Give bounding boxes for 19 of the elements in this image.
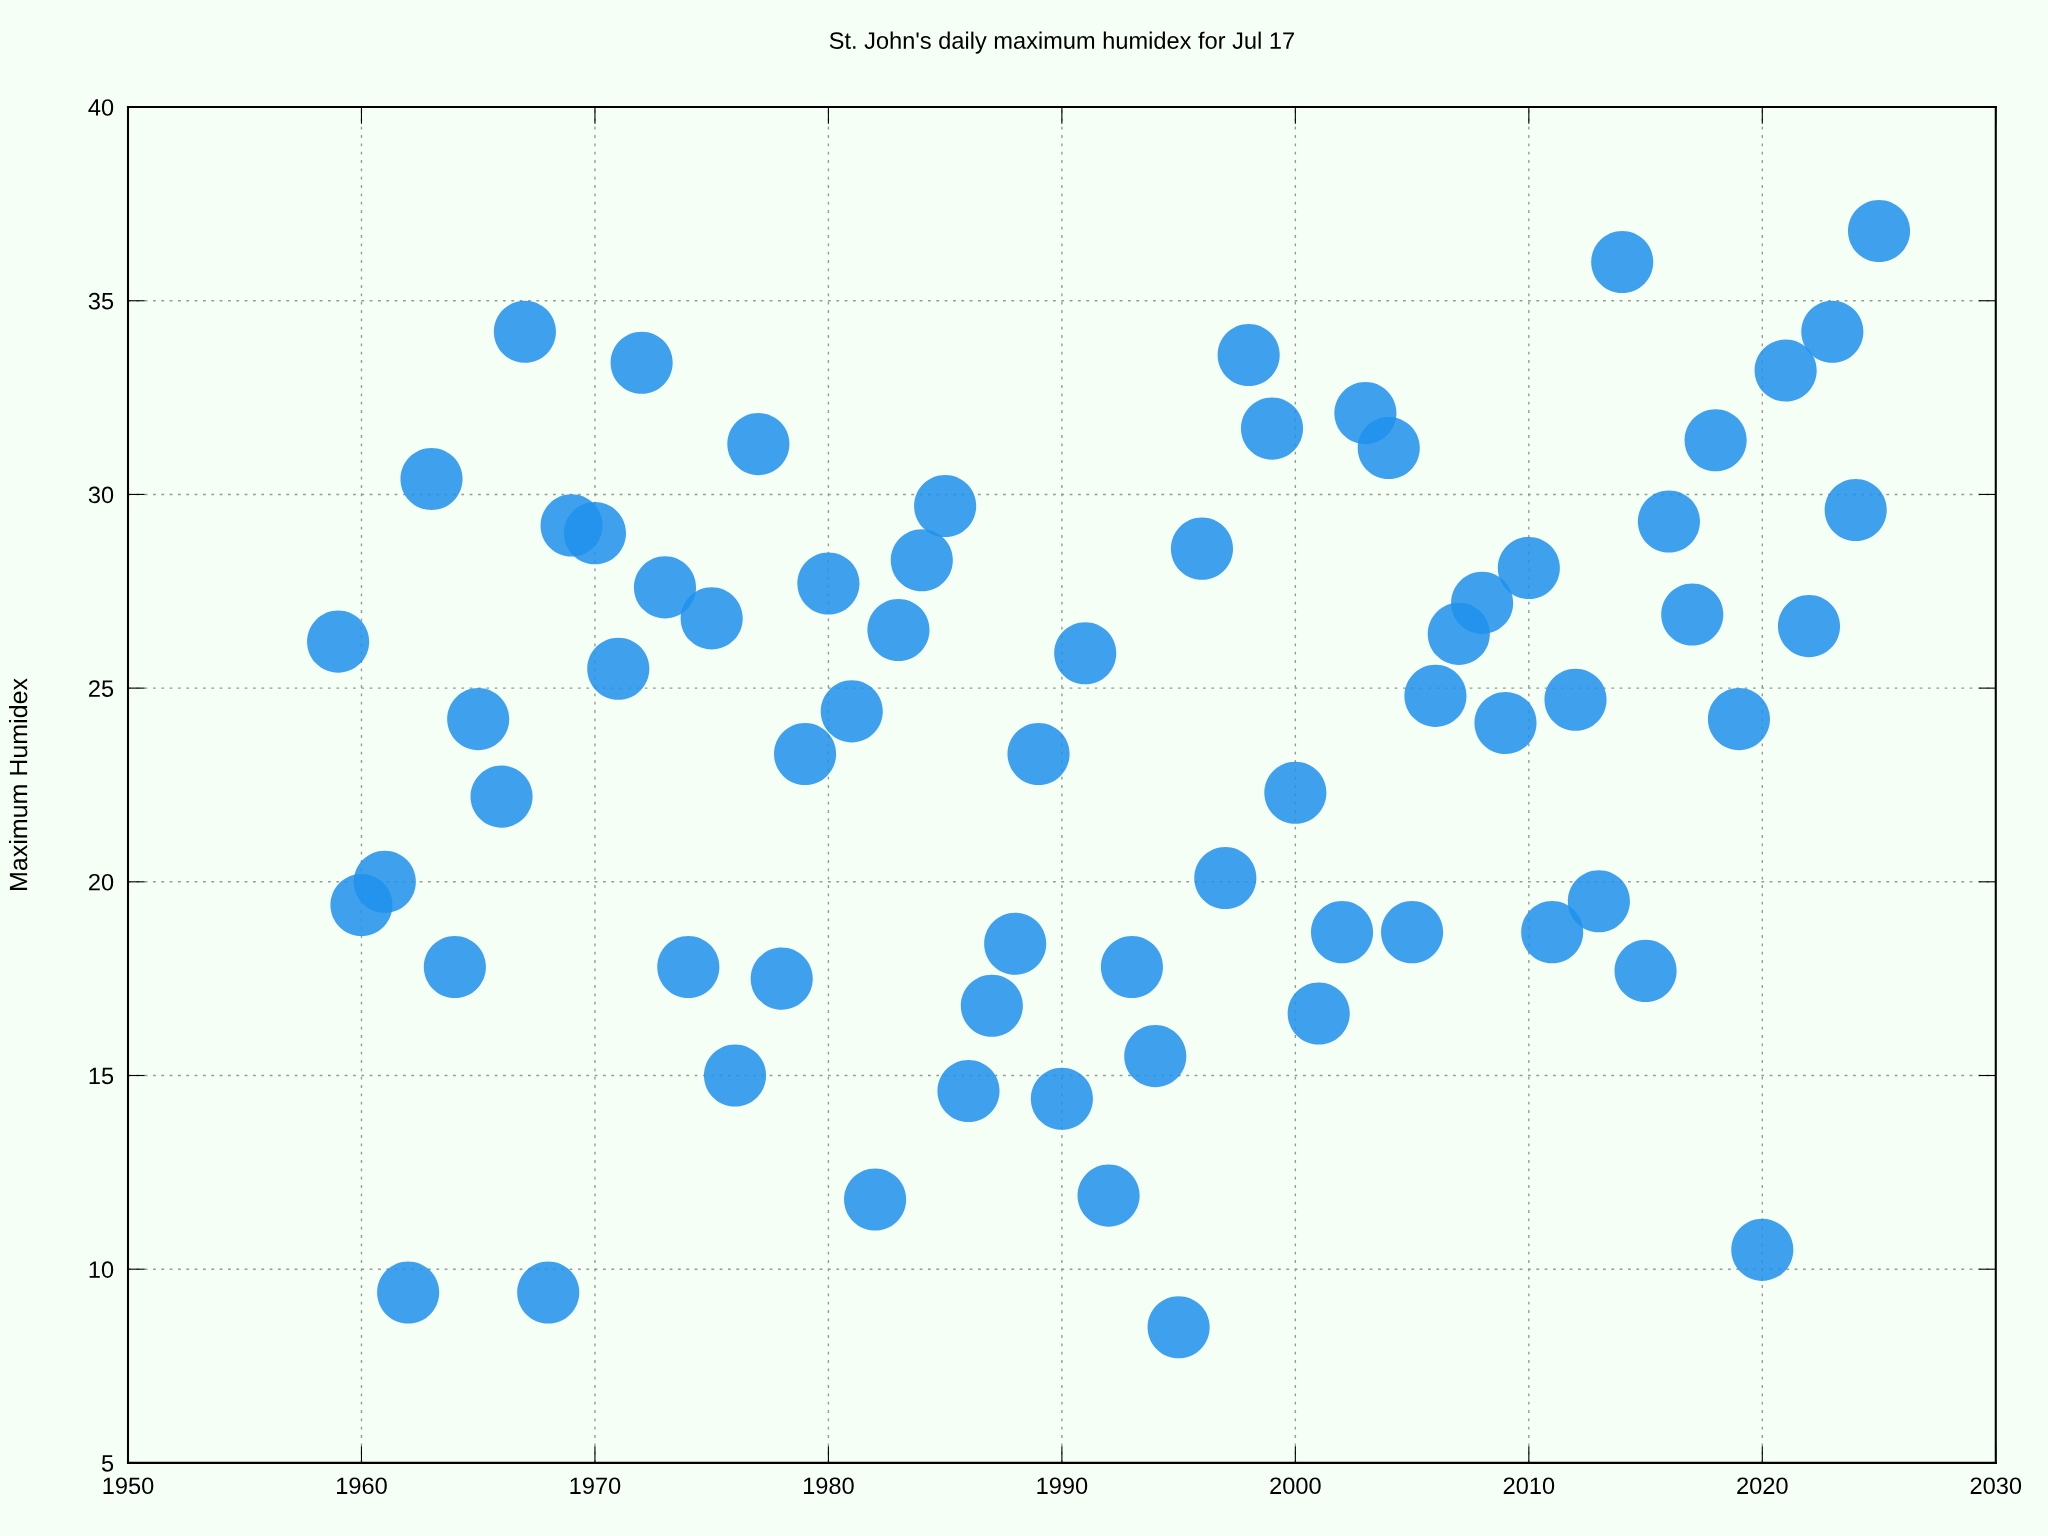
y-tick-label: 20: [89, 873, 114, 891]
y-tick-label: 10: [89, 1261, 114, 1278]
chart-title: St. John's daily maximum humidex for Jul 17: [829, 31, 1294, 54]
x-tick-label: 1960: [337, 1477, 387, 1495]
x-tick-label: 2030: [1970, 1477, 2022, 1495]
y-tick-label: 15: [89, 1067, 114, 1085]
x-tick-label: 1990: [1037, 1477, 1088, 1495]
y-tick-label: 30: [88, 486, 114, 504]
x-tick-label: 1950: [103, 1477, 154, 1495]
y-tick-label: 40: [88, 99, 114, 116]
y-axis-title: Maximum Humidex: [8, 678, 28, 890]
y-tick-label: 25: [89, 680, 114, 697]
x-tick-label: 2000: [1270, 1477, 1321, 1495]
y-tick-label: 5: [101, 1455, 114, 1472]
x-tick-label: 1970: [570, 1477, 621, 1495]
x-tick-label: 1980: [803, 1477, 854, 1495]
x-tick-label: 2020: [1737, 1477, 1788, 1495]
x-tick-label: 2010: [1503, 1477, 1555, 1495]
y-tick-label: 35: [88, 292, 114, 310]
